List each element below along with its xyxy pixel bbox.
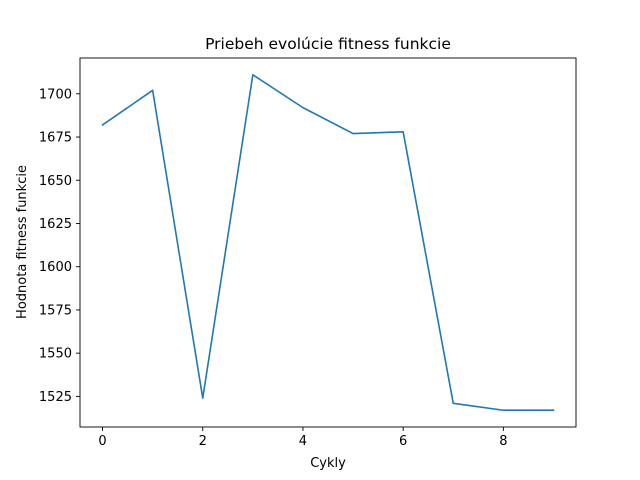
x-tick-label: 6 <box>399 434 407 449</box>
x-tick-label: 0 <box>98 434 106 449</box>
y-tick-label: 1650 <box>39 174 72 189</box>
y-axis-title: Hodnota fitness funkcie <box>15 165 30 319</box>
y-tick-label: 1550 <box>39 347 72 362</box>
x-tick-label: 4 <box>299 434 307 449</box>
series-line <box>101 73 555 412</box>
chart-title: Priebeh evolúcie fitness funkcie <box>205 35 451 53</box>
y-tick-label: 1575 <box>39 303 72 318</box>
y-tick-label: 1675 <box>39 131 72 146</box>
y-tick-label: 1700 <box>39 87 72 102</box>
x-tick-label: 8 <box>499 434 507 449</box>
y-tick-label: 1525 <box>39 390 72 405</box>
x-axis-title: Cykly <box>310 456 346 471</box>
plot-area: 0 2 4 6 8 1525 1550 1575 1600 1625 1650 1675 1700 <box>39 57 577 449</box>
y-tick-label: 1625 <box>39 217 72 232</box>
x-tick-label: 2 <box>199 434 207 449</box>
axes-frame <box>79 57 577 428</box>
y-tick-label: 1600 <box>39 260 72 275</box>
